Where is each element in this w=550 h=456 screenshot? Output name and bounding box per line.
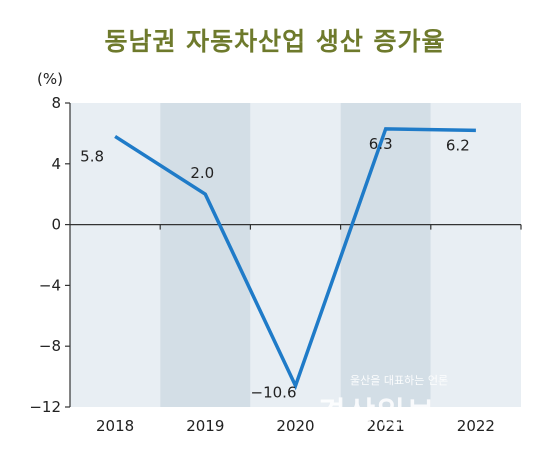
x-tick-label-2022: 2022	[457, 417, 495, 435]
x-tick-label-2020: 2020	[276, 417, 314, 435]
x-tick-label-2018: 2018	[96, 417, 134, 435]
watermark-logo: 경상일보	[318, 396, 437, 431]
background-band-2019	[160, 103, 251, 407]
y-axis-unit: (%)	[37, 70, 63, 88]
data-label-2021: 6.3	[369, 135, 393, 153]
y-tick-label: −12	[29, 398, 61, 416]
watermark-tagline: 울산을 대표하는 언론	[350, 374, 449, 387]
series-line	[114, 127, 476, 391]
y-tick-label: 8	[51, 94, 61, 112]
background-band-2021	[340, 103, 431, 407]
chart-title: 동남권 자동차산업 생산 증가율	[104, 27, 446, 56]
data-label-2020: −10.6	[251, 384, 297, 402]
background-band-2022	[430, 103, 521, 407]
y-tick-label: 0	[51, 216, 61, 234]
y-tick-label: −8	[39, 337, 61, 355]
y-tick-label: 4	[51, 155, 61, 173]
data-label-2018: 5.8	[80, 147, 104, 165]
y-tick-label: −4	[39, 276, 61, 294]
data-label-2022: 6.2	[446, 136, 470, 154]
x-tick-label-2019: 2019	[186, 417, 224, 435]
data-label-2019: 2.0	[190, 164, 214, 182]
background-band-2020	[250, 103, 341, 407]
x-tick-label-2021: 2021	[367, 417, 405, 435]
